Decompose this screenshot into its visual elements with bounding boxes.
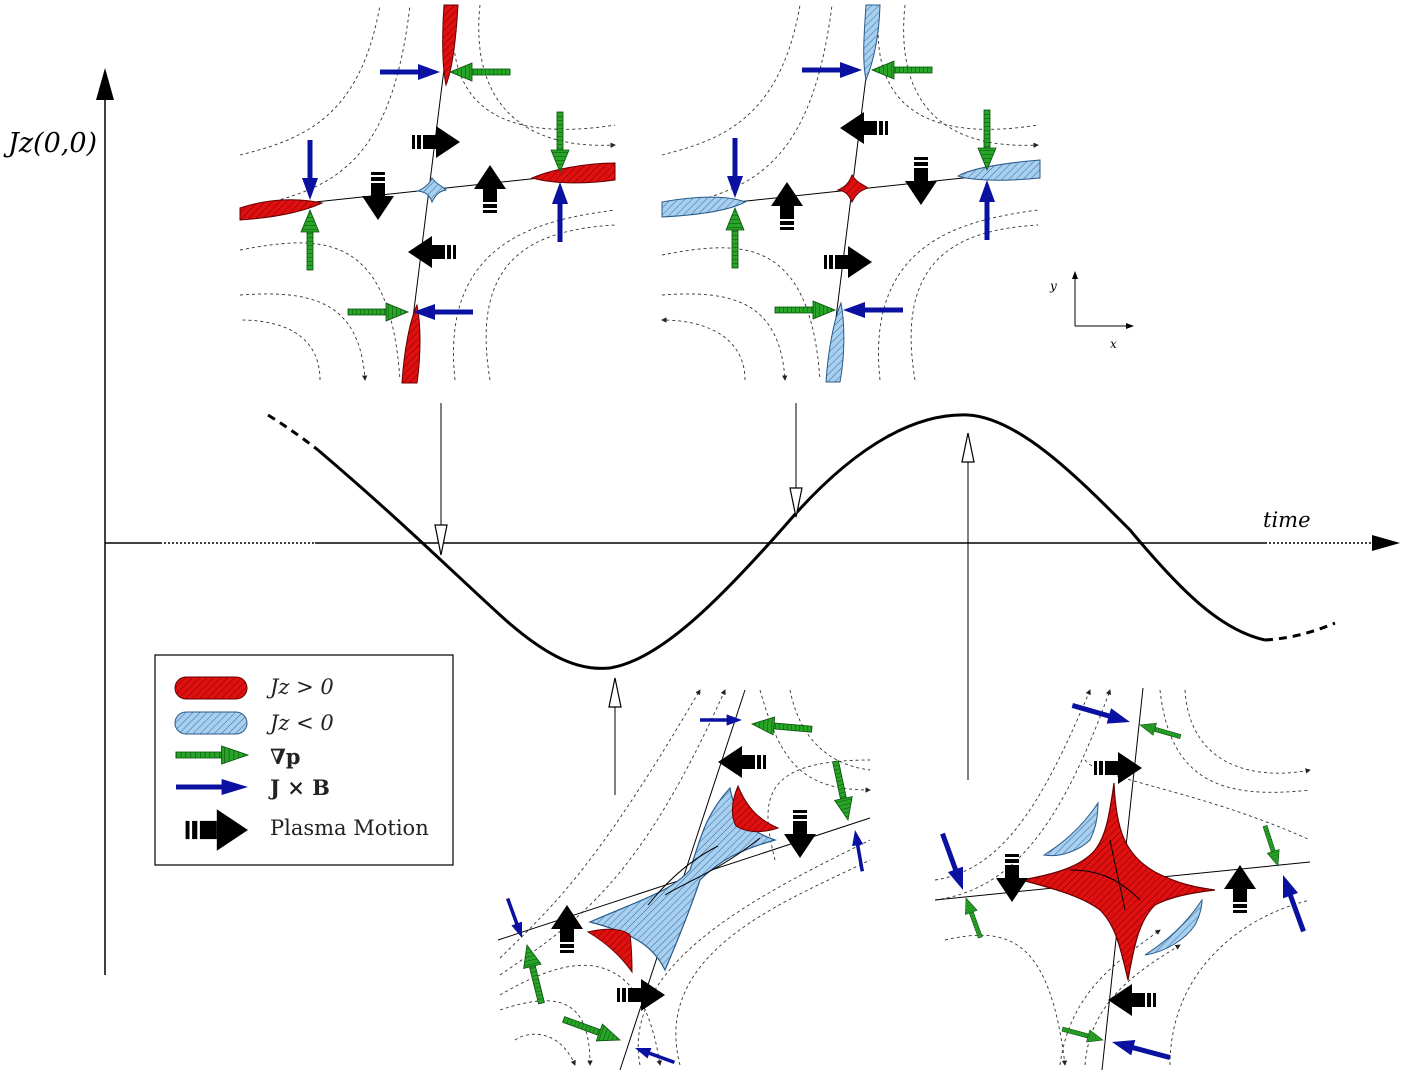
legend-item-lorentz: J × B bbox=[176, 775, 330, 800]
legend-item-pressure: ∇p bbox=[175, 744, 301, 769]
legend-label-positive: Jz > 0 bbox=[266, 675, 334, 699]
legend-label-negative: Jz < 0 bbox=[266, 711, 334, 735]
y-axis-label: Jz(0,0) bbox=[3, 128, 97, 159]
legend-item-positive: Jz > 0 bbox=[174, 675, 334, 700]
y-axis bbox=[96, 68, 114, 975]
small-y-label: y bbox=[1049, 279, 1057, 293]
legend-label-lorentz: J × B bbox=[268, 775, 330, 800]
legend-item-motion: Plasma Motion bbox=[185, 809, 429, 851]
x-axis-label: time bbox=[1263, 508, 1311, 532]
panel-bottom-middle bbox=[497, 689, 871, 1071]
small-x-label: x bbox=[1110, 337, 1117, 351]
jz-curve bbox=[267, 413, 1336, 670]
panel-top-right bbox=[661, 4, 1041, 383]
x-axis bbox=[105, 535, 1400, 551]
connector-arrows bbox=[434, 403, 975, 795]
legend-item-negative: Jz < 0 bbox=[174, 711, 334, 735]
legend: Jz > 0 Jz < 0 ∇p J × B Plasma Motion bbox=[154, 654, 454, 866]
xy-orientation: y x bbox=[1049, 271, 1134, 351]
panel-bottom-right bbox=[934, 687, 1312, 1071]
legend-label-pressure: ∇p bbox=[270, 744, 301, 769]
panel-top-left bbox=[239, 4, 616, 384]
legend-label-motion: Plasma Motion bbox=[270, 816, 429, 840]
